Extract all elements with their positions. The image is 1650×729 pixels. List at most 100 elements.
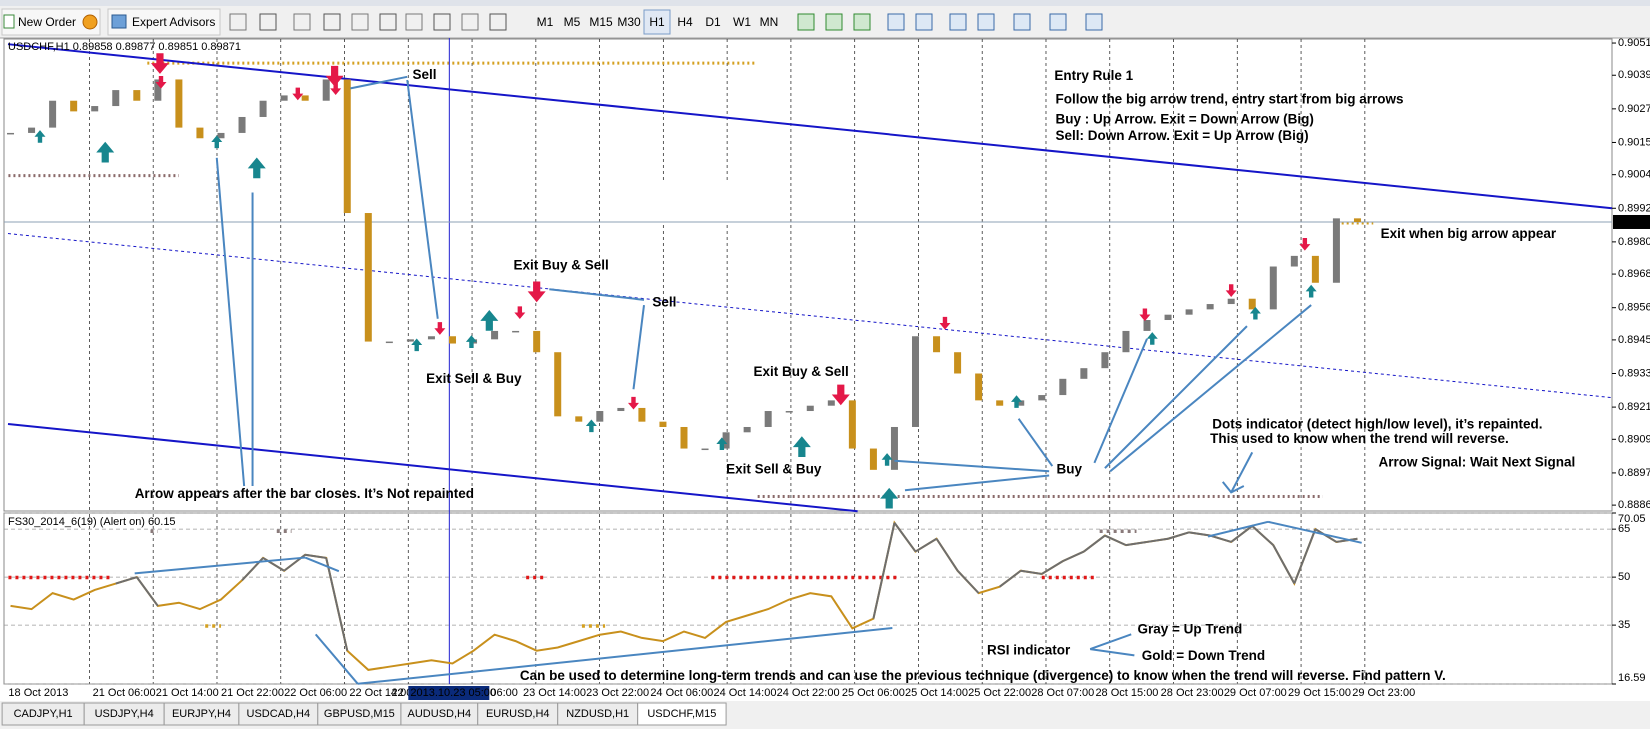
candle [1017,400,1025,406]
rsi-up-segment [305,553,327,559]
tool-icon[interactable] [259,13,277,31]
sell-arrow [1139,308,1151,322]
annotation-arrowhead [1221,481,1245,494]
rsi-up-segment [1272,544,1296,585]
tool-icon[interactable] [323,13,341,31]
annotation: Sell [413,67,437,82]
chart-tab-label[interactable]: USDCHF,M15 [647,708,716,720]
timeframe-button[interactable]: H1 [649,15,665,29]
tool-icon[interactable] [293,13,311,31]
annotation: Can be used to determine long-term trend… [520,668,1446,683]
chart-tab-label[interactable]: AUDUSD,H4 [408,708,472,720]
timeframe-button[interactable]: H4 [677,15,693,29]
cursor-time-box [408,686,490,700]
candle [659,421,667,427]
annotation: Gold = Down Trend [1142,648,1265,663]
timeframe-button[interactable]: M30 [617,15,641,29]
candle [343,79,351,214]
chart-tab-label[interactable]: EURUSD,H4 [486,708,550,720]
x-tick-label: 21 Oct 14:00 [156,687,219,699]
candle [49,100,57,128]
buy-arrow [1305,284,1317,298]
annotation-line [134,556,306,575]
timeframe-button[interactable]: M1 [537,15,554,29]
candle [933,336,941,353]
candle [1164,314,1172,321]
candle [1227,298,1235,305]
rsi-up-segment [999,569,1022,588]
timeframe-button[interactable]: W1 [733,15,751,29]
timeframe-button[interactable]: D1 [705,15,721,29]
candle [996,400,1004,406]
candle [869,448,877,470]
candle [70,100,78,112]
y-tick-label: 0.88975 [1618,467,1650,479]
x-tick-label: 21 Oct 06:00 [93,687,156,699]
tool-icon[interactable] [379,13,397,31]
candle [806,405,814,412]
rsi-up-segment [956,570,980,594]
rsi-up-segment [1041,560,1064,575]
tool-icon[interactable] [825,13,843,31]
chart-tab-label[interactable]: NZDUSD,H1 [566,708,629,720]
sell-arrow [434,322,446,335]
tool-icon[interactable] [405,13,423,31]
candle [975,373,983,401]
candle [28,127,36,133]
candle [912,336,920,427]
chart-tab-label[interactable]: GBPUSD,M15 [324,708,395,720]
timeframe-button[interactable]: M5 [564,15,581,29]
tool-icon[interactable] [915,13,933,31]
buy-arrow [34,130,46,143]
annotation: Arrow appears after the bar closes. It’s… [135,486,474,501]
price-pane [3,38,1613,512]
sell-arrow [325,65,344,87]
tool-icon[interactable] [949,13,967,31]
rsi-up-segment [1104,534,1127,547]
x-tick-label: 22 [391,687,403,699]
tool-icon[interactable] [229,13,247,31]
tool-icon[interactable] [853,13,871,31]
tool-icon[interactable] [1013,13,1031,31]
rsi-up-segment [1125,540,1148,547]
tool-icon[interactable] [977,13,995,31]
sell-arrow [330,82,342,95]
candle [722,432,730,449]
timeframe-button[interactable]: MN [760,15,779,29]
annotation-line [1093,338,1148,464]
candle [680,426,688,449]
annotation-line [1230,451,1254,493]
tool-icon[interactable] [1085,13,1103,31]
tool-icon[interactable] [887,13,905,31]
tool-icon[interactable] [797,13,815,31]
tool-icon[interactable] [351,13,369,31]
chart-tab-label[interactable]: USDJPY,H4 [95,708,154,720]
sell-arrow [831,384,850,406]
x-tick-label: 06:00 [490,687,518,699]
chart-tab-label[interactable]: CADJPY,H1 [14,708,73,720]
sell-arrow [1299,238,1311,251]
tool-icon[interactable] [433,13,451,31]
candle [112,90,120,107]
timeframe-button[interactable]: M15 [589,15,613,29]
chart-tab-label[interactable]: USDCAD,H4 [247,708,311,720]
candle [785,411,793,413]
sell-arrow [150,53,169,74]
x-tick-label: 24 Oct 22:00 [777,687,840,699]
y-tick-label: 70.05 [1618,513,1646,525]
tool-icon[interactable] [1049,13,1067,31]
candle [827,400,835,406]
candle [512,330,520,333]
rsi-up-segment [872,522,896,619]
x-tick-label: 22 Oct 06:00 [284,687,347,699]
chart-tab[interactable] [637,702,727,726]
candle [217,132,225,139]
tool-icon[interactable] [489,13,507,31]
candle [954,352,962,374]
chart-tab-label[interactable]: EURJPY,H4 [172,708,231,720]
annotation-line [1089,633,1132,651]
expert-advisors-button[interactable] [107,8,221,36]
annotation: Exit when big arrow appear [1381,226,1557,241]
tool-icon[interactable] [461,13,479,31]
